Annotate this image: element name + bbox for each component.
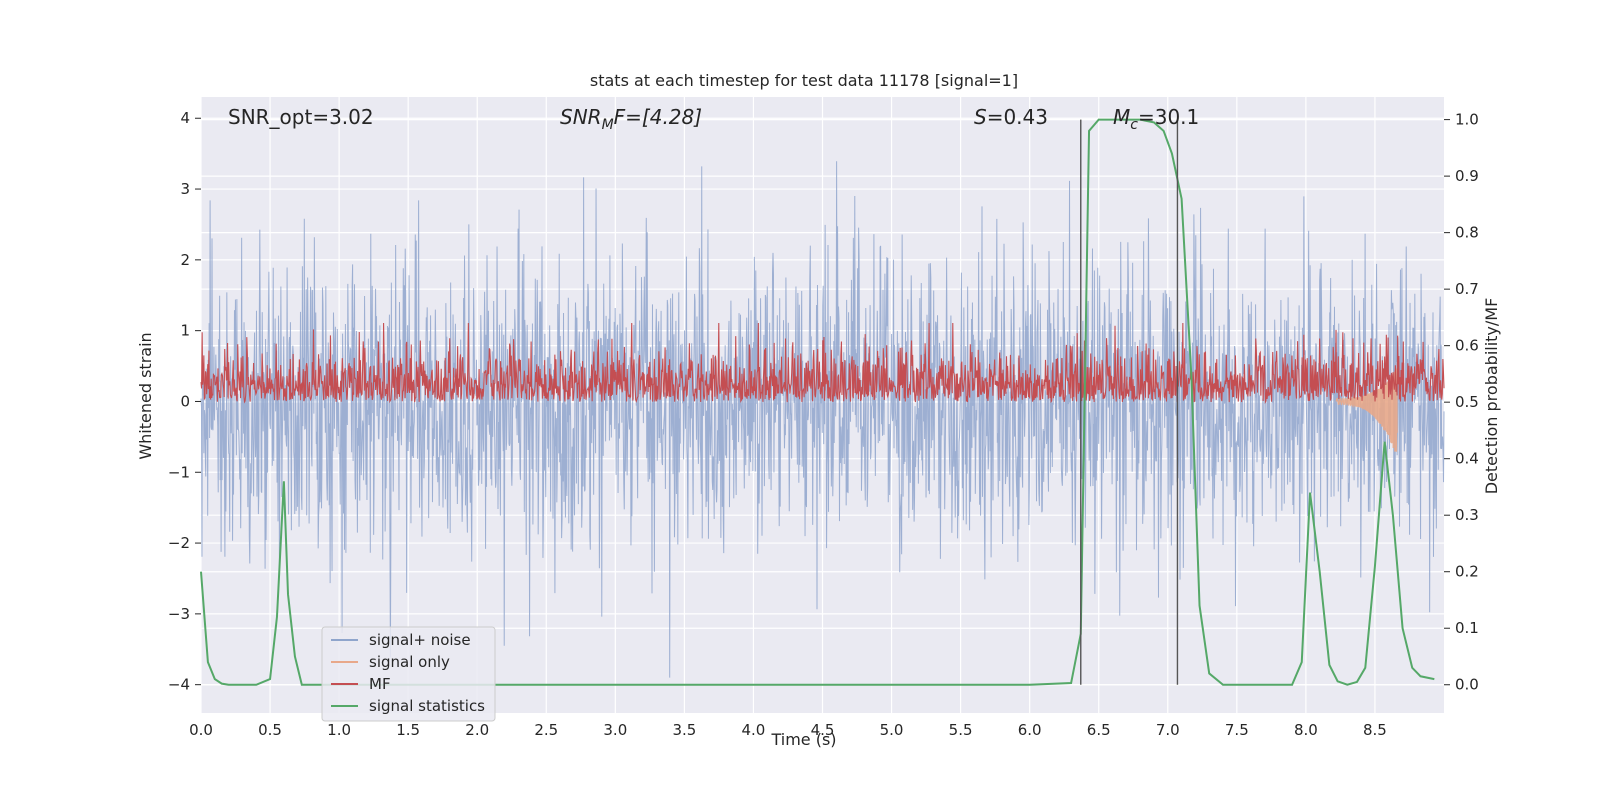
annotation-snr-opt: SNR_opt=3.02 [228,105,374,129]
x-tick-label: 1.5 [396,721,420,739]
x-tick-label: 8.0 [1294,721,1318,739]
y-tick-label-right: 0.5 [1455,393,1479,411]
y-tick-label-left: −3 [168,605,190,623]
y-ticks-right: 1.0 0.9 0.8 0.7 0.6 0.5 0.4 0.3 0.2 0.1 0.0 [1444,111,1479,694]
signal-only-series [1335,368,1398,452]
x-tick-label: 1.0 [327,721,351,739]
y-tick-label-right: 0.3 [1455,506,1479,524]
legend-label-signal-noise: signal+ noise [369,631,471,649]
y-tick-label-right: 0.1 [1455,619,1479,637]
x-tick-label: 2.0 [465,721,489,739]
x-tick-label: 7.5 [1225,721,1249,739]
y-tick-label-right: 1.0 [1455,111,1479,129]
y-tick-label-left: 4 [180,109,190,127]
y-tick-label-right: 0.7 [1455,280,1479,298]
legend-label-signal-only: signal only [369,653,450,671]
y-axis-label-left: Whitened strain [136,332,155,459]
y-tick-label-left: 2 [180,251,190,269]
legend-box [321,626,496,722]
signal-statistics-series [200,118,1435,686]
legend-label-signal-statistics: signal statistics [369,697,485,715]
signal-statistics-line [200,118,1435,686]
legend: signal+ noise signal only MF signal stat… [321,626,496,722]
annotation-s: S=0.43 [974,105,1048,129]
annotation-snr-mf: SNRMF=[4.28] [560,105,702,133]
x-tick-label: 0.5 [258,721,282,739]
y-tick-label-right: 0.9 [1455,167,1479,185]
x-tick-label: 0.0 [189,721,213,739]
x-tick-label: 4.5 [811,721,835,739]
annotation-mc: Mc=30.1 [1113,105,1199,133]
x-tick-label: 6.0 [1018,721,1042,739]
y-ticks-left: 4 3 2 1 0 −1 −2 −3 −4 [168,109,201,694]
y-tick-label-right: 0.0 [1455,676,1479,694]
y-tick-label-right: 0.6 [1455,337,1479,355]
x-tick-label: 4.0 [742,721,766,739]
y-tick-label-left: 0 [180,392,190,410]
y-tick-label-right: 0.2 [1455,563,1479,581]
x-tick-label: 7.0 [1156,721,1180,739]
signal-only-line [1335,368,1398,452]
mf-line [200,323,1445,405]
y-tick-label-left: −4 [168,676,190,694]
x-tick-label: 5.0 [880,721,904,739]
mf-series [200,323,1445,405]
x-ticks: 0.0 0.5 1.0 1.5 2.0 2.5 3.0 3.5 4.0 4.5 5.0 5.5 6.0 6… [189,721,1387,739]
legend-label-mf: MF [369,675,391,693]
y-axis-label-right: Detection probability/MF [1482,298,1501,495]
x-tick-label: 3.5 [672,721,696,739]
vertical-markers [1080,119,1179,685]
y-tick-label-right: 0.8 [1455,224,1479,242]
chart-title: stats at each timestep for test data 111… [590,71,1018,90]
x-tick-label: 8.5 [1363,721,1387,739]
y-tick-label-left: −1 [168,463,190,481]
x-tick-label: 5.5 [949,721,973,739]
y-tick-label-left: 1 [180,322,190,340]
y-tick-label-right: 0.4 [1455,450,1479,468]
y-tick-label-left: 3 [180,180,190,198]
y-tick-label-left: −2 [168,534,190,552]
x-tick-label: 2.5 [534,721,558,739]
x-tick-label: 3.0 [603,721,627,739]
x-axis-label: Time (s) [770,730,836,749]
x-tick-label: 6.5 [1087,721,1111,739]
